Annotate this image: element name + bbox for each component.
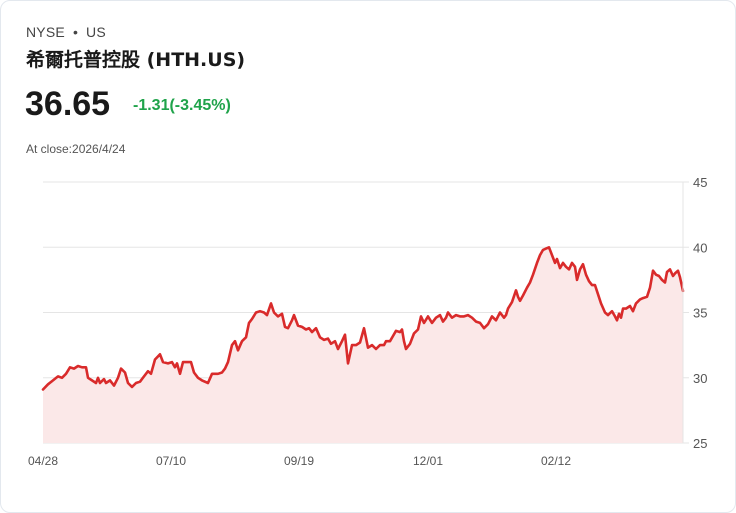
y-axis-ticks: 25 30 35 40 45: [693, 175, 707, 451]
exchange-label: NYSE: [26, 24, 65, 40]
market-label: US: [86, 24, 106, 40]
x-tick-label: 02/12: [541, 454, 571, 468]
exchange-info: NYSE • US: [26, 24, 106, 40]
separator-dot: •: [72, 24, 79, 40]
x-tick-label: 07/10: [156, 454, 186, 468]
x-tick-label: 04/28: [28, 454, 58, 468]
y-tick-label: 30: [693, 371, 707, 386]
stock-title: 希爾托普控股 (HTH.US): [26, 49, 246, 71]
price-line: [41, 246, 685, 391]
y-tick-label: 40: [693, 240, 707, 255]
x-axis-ticks: 04/28 07/10 09/19 12/01 02/12: [28, 454, 571, 468]
close-date: At close:2026/4/24: [26, 142, 126, 156]
y-tick-label: 35: [693, 306, 707, 321]
x-tick-label: 09/19: [284, 454, 314, 468]
y-tick-label: 25: [693, 436, 707, 451]
current-price: 36.65: [25, 85, 111, 123]
x-tick-label: 12/01: [413, 454, 443, 468]
price-change: -1.31(-3.45%): [133, 97, 231, 114]
y-tick-label: 45: [693, 175, 707, 190]
